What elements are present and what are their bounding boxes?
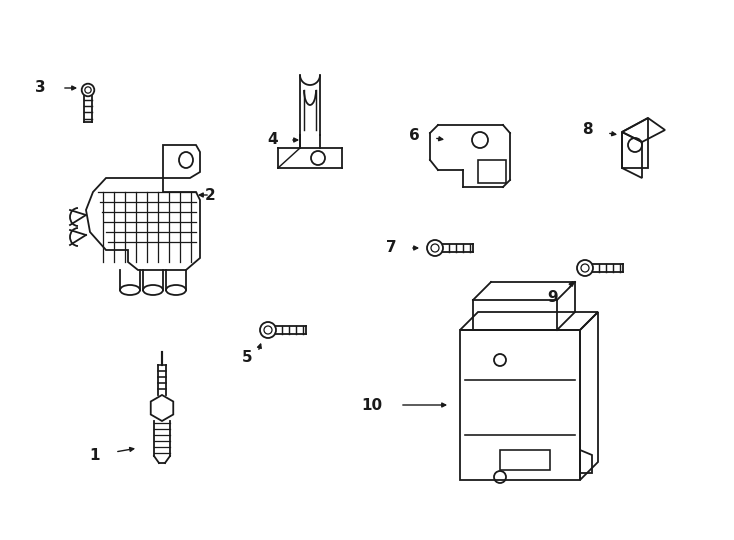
Text: 3: 3 (35, 80, 46, 96)
Text: 6: 6 (410, 127, 420, 143)
Text: 10: 10 (361, 397, 382, 413)
Text: 1: 1 (90, 449, 100, 463)
Text: 7: 7 (386, 240, 397, 255)
Text: 5: 5 (241, 350, 252, 366)
Text: 8: 8 (582, 123, 593, 138)
Text: 4: 4 (267, 132, 278, 147)
Text: 9: 9 (548, 291, 558, 306)
Text: 2: 2 (204, 187, 215, 202)
